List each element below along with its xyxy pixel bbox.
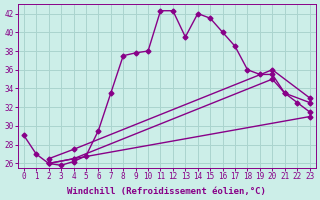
X-axis label: Windchill (Refroidissement éolien,°C): Windchill (Refroidissement éolien,°C) [67,187,266,196]
